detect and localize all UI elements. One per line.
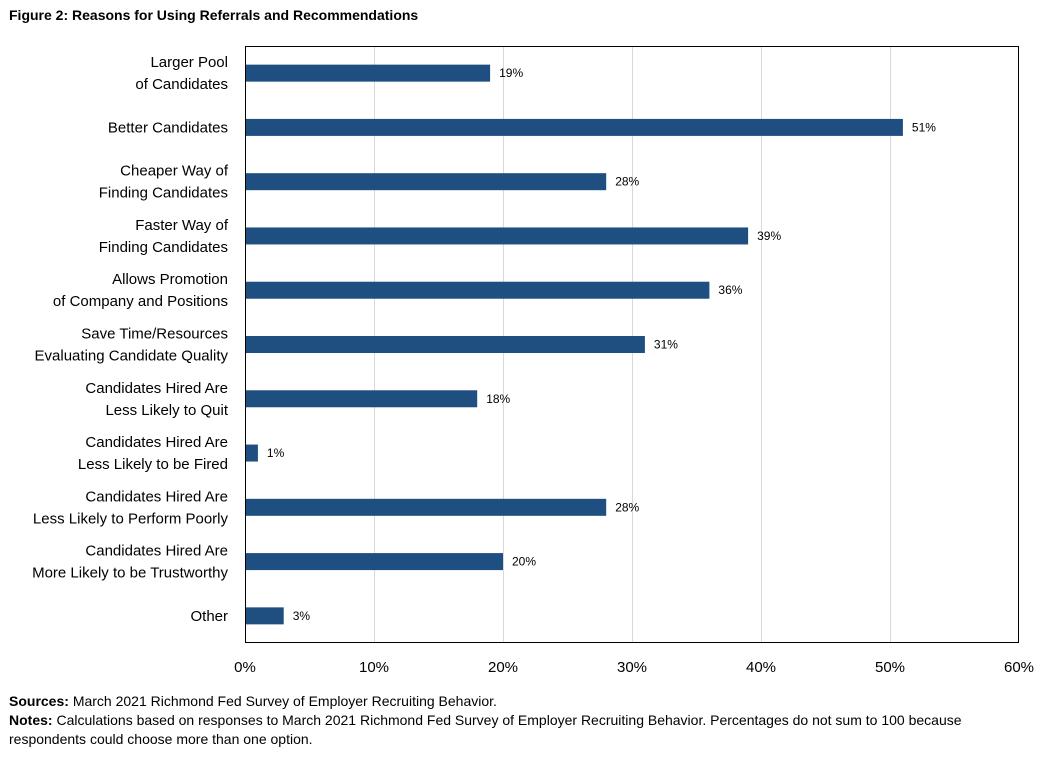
category-label-line: Less Likely to Quit <box>105 402 228 419</box>
notes-line: Notes: Calculations based on responses t… <box>9 711 1029 749</box>
bar <box>245 227 749 245</box>
bar <box>245 498 607 516</box>
category-label-line: Larger Pool <box>150 54 228 71</box>
x-tick-label: 30% <box>617 659 647 676</box>
x-tick-label: 20% <box>488 659 518 676</box>
category-label-line: Save Time/Resources <box>81 326 228 343</box>
notes-label: Notes: <box>9 712 53 728</box>
data-label: 51% <box>912 120 936 134</box>
category-label-line: Better Candidates <box>108 119 228 136</box>
data-label: 3% <box>293 609 311 623</box>
data-label: 19% <box>499 66 523 80</box>
data-label: 18% <box>486 392 510 406</box>
x-tick-label: 50% <box>875 659 905 676</box>
category-label-line: Candidates Hired Are <box>85 543 228 560</box>
data-label: 31% <box>654 338 678 352</box>
x-tick-label: 60% <box>1004 659 1034 676</box>
sources-label: Sources: <box>9 693 69 709</box>
category-label: Cheaper Way of Finding Candidates <box>99 163 229 202</box>
category-label: Candidates Hired Are Less Likely to Quit <box>85 380 228 419</box>
category-label-line: Less Likely to be Fired <box>78 456 228 473</box>
category-label-line: More Likely to be Trustworthy <box>32 565 228 582</box>
sources-text: March 2021 Richmond Fed Survey of Employ… <box>72 693 497 709</box>
category-label-line: Faster Way of <box>135 217 229 234</box>
category-label-line: Finding Candidates <box>99 185 228 202</box>
category-label: Candidates Hired Are Less Likely to Perfo… <box>33 488 229 527</box>
category-label: Candidates Hired Are More Likely to be Tr… <box>32 543 228 582</box>
category-label: Candidates Hired Are Less Likely to be Fi… <box>78 434 228 473</box>
sources-line: Sources: March 2021 Richmond Fed Survey … <box>9 692 1029 711</box>
category-label: Save Time/Resources Evaluating Candidate … <box>35 326 229 365</box>
category-label-line: Less Likely to Perform Poorly <box>33 510 229 527</box>
footer: Sources: March 2021 Richmond Fed Survey … <box>9 692 1029 749</box>
bar <box>245 607 284 625</box>
bar <box>245 390 478 408</box>
bar <box>245 173 607 191</box>
category-label-line: Finding Candidates <box>99 239 228 256</box>
data-label: 39% <box>757 229 781 243</box>
category-labels: Larger Pool of Candidates Better Candidate… <box>32 54 229 625</box>
category-label: Other <box>190 608 228 625</box>
category-label-line: Allows Promotion <box>112 271 228 288</box>
data-label: 36% <box>718 283 742 297</box>
category-label: Allows Promotion of Company and Positions <box>53 271 228 310</box>
x-tick-label: 40% <box>746 659 776 676</box>
data-label: 28% <box>615 175 639 189</box>
bar <box>245 281 710 299</box>
figure-title: Figure 2: Reasons for Using Referrals an… <box>9 7 419 23</box>
category-label-line: Candidates Hired Are <box>85 380 228 397</box>
category-label-line: Candidates Hired Are <box>85 434 228 451</box>
bar <box>245 64 491 82</box>
x-tick-label: 10% <box>359 659 389 676</box>
data-label: 28% <box>615 500 639 514</box>
data-labels: 19% 51% 28% 39% 36% 31% 18% 1% 28% 20% 3% <box>267 66 936 623</box>
bar <box>245 444 258 462</box>
category-label-line: Cheaper Way of <box>120 163 229 180</box>
bar <box>245 118 903 136</box>
category-label: Larger Pool of Candidates <box>135 54 228 93</box>
bar <box>245 336 645 353</box>
category-label: Better Candidates <box>108 119 228 136</box>
x-tick-labels: 0% 10% 20% 30% 40% 50% 60% <box>234 659 1034 676</box>
notes-text: Calculations based on responses to March… <box>9 712 962 747</box>
bars <box>245 64 903 625</box>
data-label: 20% <box>512 555 536 569</box>
category-label: Faster Way of Finding Candidates <box>99 217 229 256</box>
x-tick-label: 0% <box>234 659 256 676</box>
category-label-line: Candidates Hired Are <box>85 488 228 505</box>
bar <box>245 553 503 571</box>
data-label: 1% <box>267 446 285 460</box>
category-label-line: of Candidates <box>135 76 228 93</box>
category-label-line: Other <box>190 608 228 625</box>
bar-chart: 19% 51% 28% 39% 36% 31% 18% 1% 28% 20% 3% Larger P… <box>32 46 1034 676</box>
plot-frame <box>245 46 1019 643</box>
category-label-line: of Company and Positions <box>53 293 228 310</box>
category-label-line: Evaluating Candidate Quality <box>35 348 229 365</box>
